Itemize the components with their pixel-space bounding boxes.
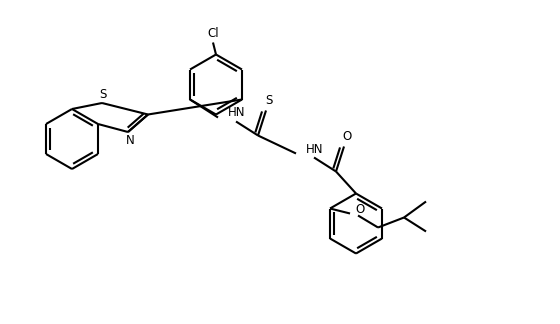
Text: O: O [342,130,352,143]
Text: O: O [355,203,364,216]
Text: N: N [125,134,134,147]
Text: S: S [265,94,273,107]
Text: Cl: Cl [207,27,219,40]
Text: S: S [99,87,107,100]
Text: HN: HN [306,143,324,156]
Text: HN: HN [228,106,245,119]
